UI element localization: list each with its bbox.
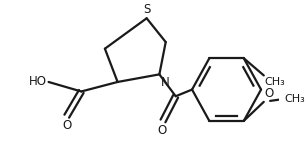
Text: CH₃: CH₃ (265, 77, 285, 87)
Text: S: S (143, 3, 150, 16)
Text: O: O (265, 87, 274, 100)
Text: O: O (158, 124, 167, 137)
Text: O: O (62, 119, 71, 132)
Text: CH₃: CH₃ (285, 94, 305, 104)
Text: HO: HO (29, 75, 47, 87)
Text: N: N (161, 76, 170, 89)
